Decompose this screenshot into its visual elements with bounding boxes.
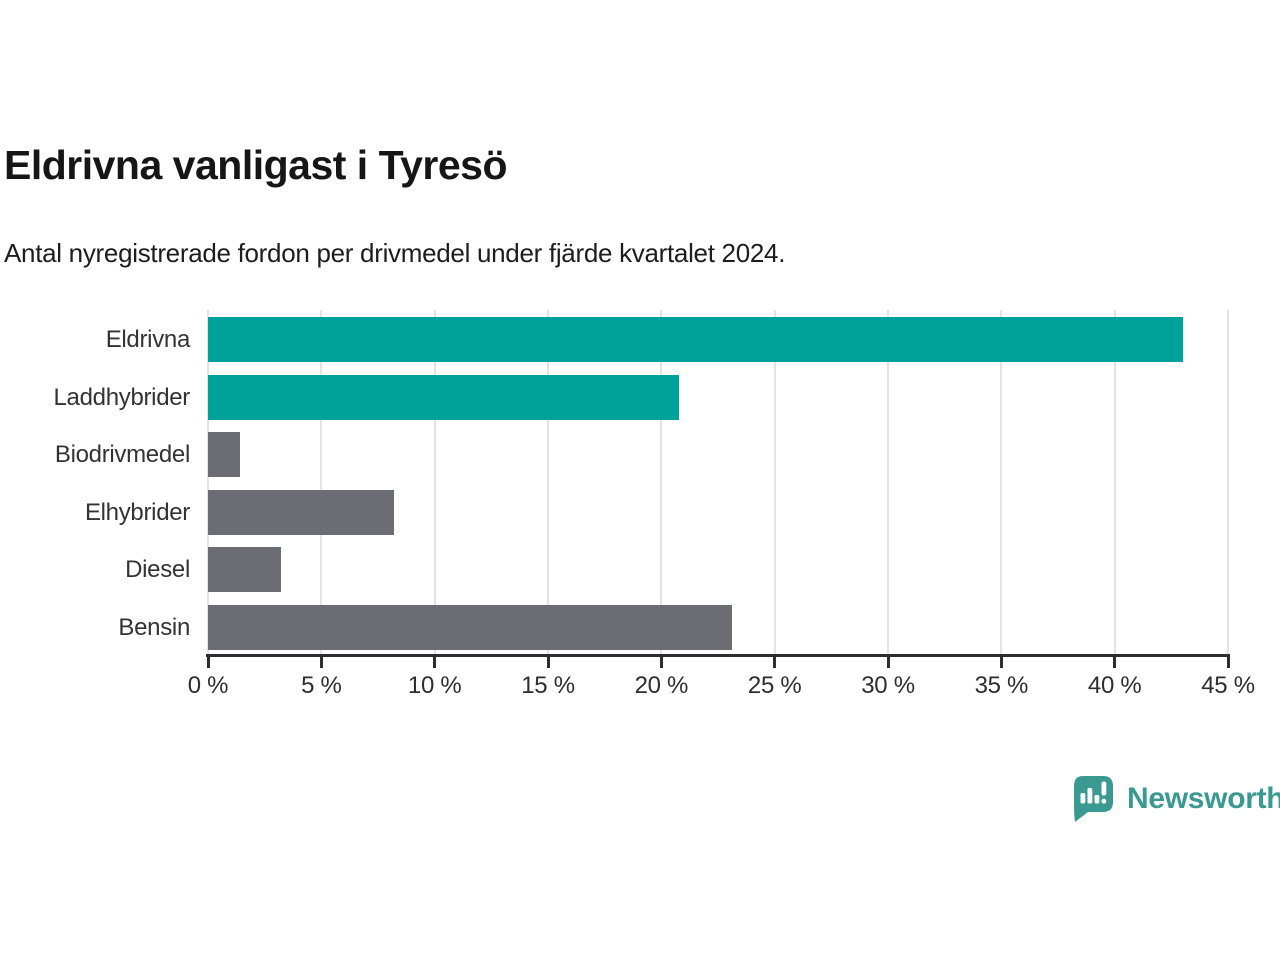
- gridline: [1227, 310, 1229, 655]
- newsworthy-logo-icon: [1074, 776, 1113, 822]
- x-axis-tick: [999, 657, 1003, 668]
- x-axis-tick: [546, 657, 550, 668]
- bar: [208, 374, 680, 420]
- gridline: [1113, 310, 1116, 655]
- x-axis-tick-label: 20 %: [634, 672, 689, 699]
- gridline: [320, 310, 323, 655]
- bar: [208, 432, 240, 477]
- x-axis-tick: [773, 657, 777, 668]
- gridline: [433, 310, 436, 655]
- x-axis-tick: [433, 657, 437, 668]
- x-axis-tick-label: 0 %: [187, 672, 229, 699]
- x-axis-line: [206, 654, 1230, 657]
- x-axis-tick: [1113, 657, 1117, 668]
- x-axis-tick-label: 40 %: [1087, 672, 1142, 699]
- x-axis-tick-label: 35 %: [974, 672, 1029, 699]
- plot-area: [207, 310, 1229, 655]
- x-axis-tick: [659, 657, 663, 668]
- category-labels: Eldrivna Laddhybrider Biodrivmedel Elhybrid…: [0, 310, 191, 655]
- gridline: [1000, 310, 1003, 655]
- bar: [208, 604, 732, 650]
- x-axis-tick-label: 45 %: [1201, 672, 1255, 699]
- category-label: Elhybrider: [84, 498, 190, 526]
- x-axis-tick-label: 30 %: [861, 672, 915, 699]
- bar: [208, 489, 394, 535]
- category-label: Bensin: [118, 613, 190, 641]
- gridline: [546, 310, 549, 655]
- category-label: Laddhybrider: [53, 383, 191, 411]
- x-axis-tick-label: 15 %: [521, 672, 575, 699]
- category-label: Biodrivmedel: [54, 441, 190, 468]
- category-label: Eldrivna: [105, 326, 191, 353]
- newsworthy-logo-text: Newsworthy: [1127, 782, 1280, 815]
- x-axis-tick-label: 10 %: [407, 672, 462, 699]
- newsworthy-logo: Newsworthy: [1070, 774, 1280, 824]
- category-label: Diesel: [125, 556, 190, 583]
- gridline: [773, 310, 776, 655]
- bar: [208, 547, 281, 592]
- chart-subtitle: Antal nyregistrerade fordon per drivmede…: [4, 238, 786, 268]
- bar: [208, 317, 1183, 362]
- chart-title: Eldrivna vanligast i Tyresö: [4, 142, 507, 188]
- x-axis-tick: [886, 657, 890, 668]
- gridline: [207, 310, 209, 655]
- x-axis-tick-label: 25 %: [747, 672, 802, 699]
- gridline: [660, 310, 663, 655]
- x-axis-tick: [1226, 657, 1230, 668]
- x-axis-tick-label: 5 %: [301, 672, 342, 699]
- x-axis-tick: [206, 657, 210, 668]
- gridline: [886, 310, 889, 655]
- x-axis-tick: [319, 657, 323, 668]
- bar-chart: Eldrivna Laddhybrider Biodrivmedel Elhybrid…: [0, 310, 1280, 710]
